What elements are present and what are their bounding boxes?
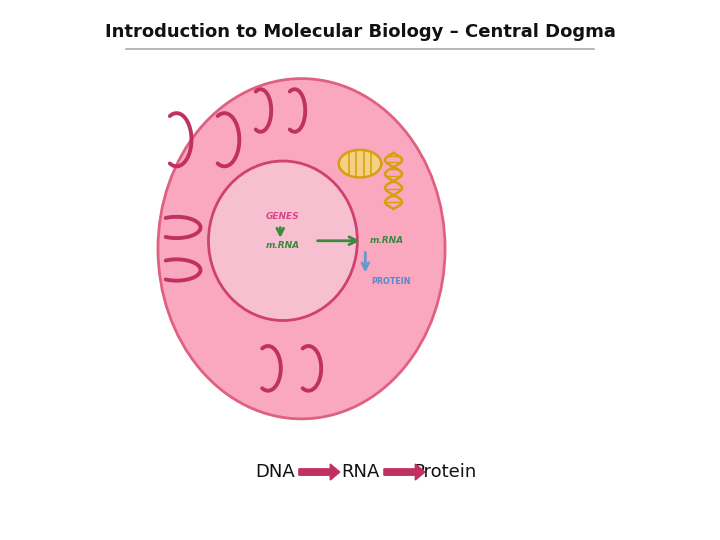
FancyArrow shape bbox=[384, 464, 425, 480]
Text: Introduction to Molecular Biology – Central Dogma: Introduction to Molecular Biology – Cent… bbox=[104, 23, 616, 41]
Text: RNA: RNA bbox=[341, 463, 379, 481]
Text: DNA: DNA bbox=[255, 463, 294, 481]
Polygon shape bbox=[338, 150, 382, 178]
Text: Protein: Protein bbox=[413, 463, 477, 481]
Text: m.RNA: m.RNA bbox=[369, 237, 404, 245]
Text: GENES: GENES bbox=[266, 212, 300, 221]
Ellipse shape bbox=[209, 161, 357, 321]
FancyArrow shape bbox=[299, 464, 340, 480]
Text: PROTEIN: PROTEIN bbox=[372, 277, 411, 286]
Ellipse shape bbox=[158, 79, 445, 419]
Text: m.RNA: m.RNA bbox=[266, 241, 300, 250]
